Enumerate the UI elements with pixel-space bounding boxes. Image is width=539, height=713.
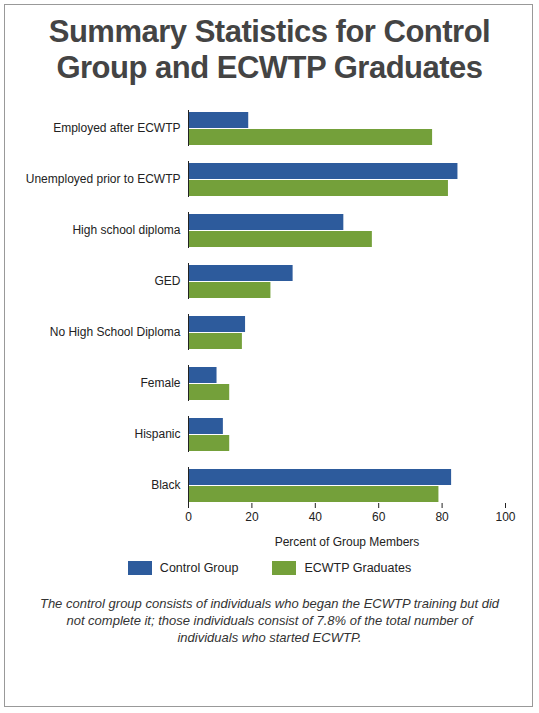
svg-text:20: 20 <box>245 510 259 524</box>
svg-text:Unemployed prior to ECWTP: Unemployed prior to ECWTP <box>26 172 181 186</box>
svg-text:Employed after ECWTP: Employed after ECWTP <box>53 121 180 135</box>
svg-text:Female: Female <box>140 376 180 390</box>
svg-text:0: 0 <box>185 510 192 524</box>
svg-text:High school diploma: High school diploma <box>72 223 180 237</box>
svg-text:40: 40 <box>309 510 323 524</box>
html-text:The control group consists of: The control group consists of individual… <box>39 596 499 645</box>
svg-text:80: 80 <box>435 510 449 524</box>
svg-text:100: 100 <box>495 510 515 524</box>
svg-text:60: 60 <box>372 510 386 524</box>
svg-text:No High School Diploma: No High School Diploma <box>50 325 181 339</box>
svg-text:Percent of Group Members: Percent of Group Members <box>275 535 420 549</box>
svg-text:Black: Black <box>151 478 181 492</box>
html-text:ECWTP Graduates: ECWTP Graduates <box>304 561 412 575</box>
svg-text:GED: GED <box>154 274 180 288</box>
svg-text:Hispanic: Hispanic <box>134 427 180 441</box>
html-text:Summary Statistics for Control: Summary Statistics for Control Group and… <box>48 14 491 85</box>
html-text:Control Group: Control Group <box>159 561 239 575</box>
